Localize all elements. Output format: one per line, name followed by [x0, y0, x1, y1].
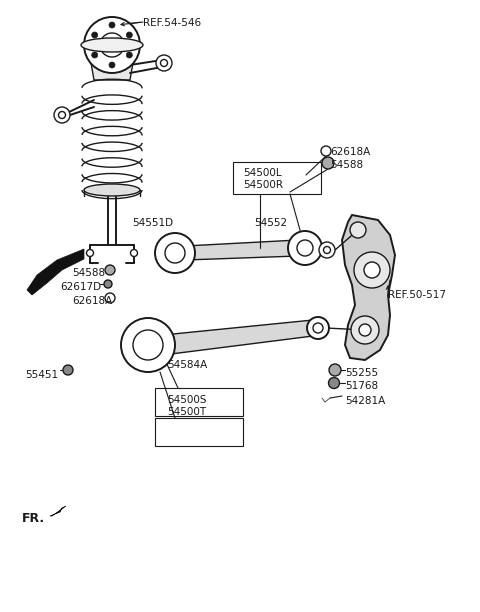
- Circle shape: [109, 62, 115, 68]
- Polygon shape: [342, 215, 395, 360]
- Circle shape: [328, 378, 339, 389]
- Bar: [155, 418, 243, 446]
- Circle shape: [156, 55, 172, 71]
- Polygon shape: [90, 57, 134, 80]
- Text: 54588: 54588: [72, 268, 105, 278]
- Text: 54588: 54588: [330, 160, 363, 170]
- Circle shape: [126, 32, 132, 38]
- Circle shape: [319, 242, 335, 258]
- Circle shape: [109, 22, 115, 28]
- Bar: [155, 388, 243, 416]
- Circle shape: [297, 240, 313, 256]
- Circle shape: [131, 250, 137, 256]
- Ellipse shape: [81, 38, 143, 52]
- Text: FR.: FR.: [22, 512, 45, 525]
- Polygon shape: [163, 320, 326, 355]
- Circle shape: [100, 33, 124, 57]
- Circle shape: [321, 146, 331, 156]
- Text: 54281A: 54281A: [345, 396, 385, 406]
- Circle shape: [351, 316, 379, 344]
- Ellipse shape: [84, 184, 140, 196]
- Circle shape: [313, 323, 323, 333]
- Circle shape: [307, 317, 329, 339]
- Text: 54500S: 54500S: [167, 395, 206, 405]
- Circle shape: [59, 111, 65, 119]
- Polygon shape: [50, 506, 66, 516]
- Polygon shape: [185, 240, 313, 260]
- Text: 54551D: 54551D: [132, 218, 173, 228]
- Text: 54500L: 54500L: [243, 168, 282, 178]
- Circle shape: [105, 265, 115, 275]
- Circle shape: [288, 231, 322, 265]
- Circle shape: [155, 233, 195, 273]
- Text: 62618A: 62618A: [330, 147, 370, 157]
- Circle shape: [121, 318, 175, 372]
- Text: 62617D: 62617D: [60, 282, 101, 292]
- Circle shape: [364, 262, 380, 278]
- Circle shape: [86, 250, 94, 256]
- Text: 54552: 54552: [254, 218, 287, 228]
- Circle shape: [322, 157, 334, 169]
- Text: 55255: 55255: [345, 368, 378, 378]
- Circle shape: [54, 107, 70, 123]
- Circle shape: [126, 52, 132, 58]
- Circle shape: [63, 365, 73, 375]
- Text: 55451: 55451: [25, 370, 58, 380]
- Circle shape: [92, 52, 97, 58]
- Circle shape: [350, 222, 366, 238]
- Circle shape: [329, 364, 341, 376]
- Text: REF.50-517: REF.50-517: [388, 290, 446, 300]
- Text: 54584A: 54584A: [167, 360, 207, 370]
- Circle shape: [354, 252, 390, 288]
- Circle shape: [359, 324, 371, 336]
- Circle shape: [160, 59, 168, 67]
- Circle shape: [84, 17, 140, 73]
- Circle shape: [133, 330, 163, 360]
- Text: 54500R: 54500R: [243, 180, 283, 190]
- Circle shape: [165, 243, 185, 263]
- Text: REF.54-546: REF.54-546: [143, 18, 201, 28]
- Bar: [233, 162, 321, 194]
- Circle shape: [104, 280, 112, 288]
- Circle shape: [92, 32, 97, 38]
- Polygon shape: [27, 249, 84, 295]
- Circle shape: [105, 293, 115, 303]
- Circle shape: [324, 247, 331, 253]
- Text: 62618A: 62618A: [72, 296, 112, 306]
- Text: 51768: 51768: [345, 381, 378, 391]
- Text: 54500T: 54500T: [167, 407, 206, 417]
